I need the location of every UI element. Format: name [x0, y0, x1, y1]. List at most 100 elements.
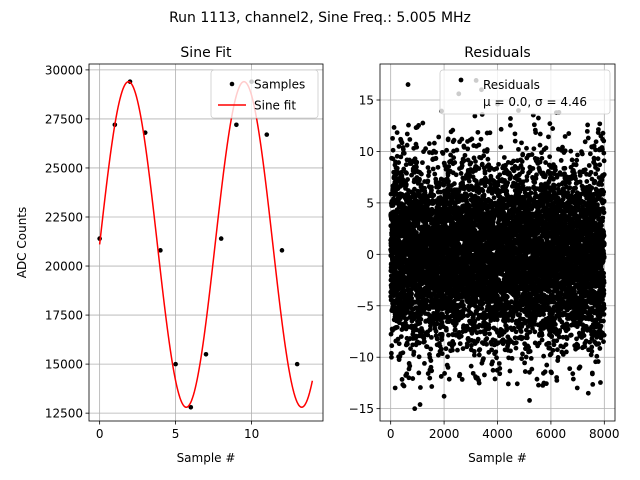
residual-point — [475, 129, 481, 135]
residual-point — [481, 153, 487, 159]
residual-point — [519, 356, 525, 362]
residual-point — [426, 169, 432, 175]
residual-point — [459, 299, 465, 304]
residual-point — [405, 341, 410, 347]
residual-point — [476, 380, 482, 386]
residual-point — [454, 147, 460, 153]
residual-point — [414, 164, 419, 170]
residual-point — [406, 122, 411, 128]
residual-point — [452, 327, 458, 333]
residual-point — [414, 144, 420, 150]
residual-point — [433, 328, 439, 334]
residual-point — [425, 371, 431, 376]
residual-point — [450, 347, 455, 353]
residual-point — [504, 294, 510, 300]
residual-point — [469, 136, 475, 142]
residual-point — [399, 140, 405, 146]
residual-point — [420, 120, 426, 126]
residual-point — [416, 370, 422, 376]
residual-point — [481, 192, 487, 198]
residual-point — [418, 316, 424, 322]
residual-point — [468, 363, 474, 369]
residual-point — [446, 376, 452, 382]
x-axis-label: Sample # — [177, 451, 236, 465]
residual-point — [399, 377, 405, 382]
residual-point — [464, 193, 470, 199]
residual-point — [462, 306, 468, 312]
residual-point — [416, 123, 422, 128]
residual-point — [438, 374, 444, 379]
residual-point — [467, 206, 473, 212]
residual-point — [401, 150, 407, 156]
plot-area — [388, 78, 607, 412]
residual-point — [495, 182, 501, 188]
residual-point — [513, 340, 519, 346]
residual-point — [431, 192, 437, 198]
residual-point — [388, 331, 394, 337]
residual-point — [418, 385, 423, 390]
residual-point — [456, 329, 462, 335]
residual-point — [440, 151, 446, 156]
residual-point — [446, 164, 452, 169]
plot-area — [97, 79, 314, 410]
residual-point — [497, 172, 503, 178]
residual-point — [482, 170, 488, 176]
residual-point — [394, 324, 400, 330]
residual-point — [484, 147, 490, 152]
sample-point — [158, 248, 163, 253]
residual-point — [417, 176, 422, 182]
residual-point — [425, 178, 431, 184]
residual-point — [445, 136, 451, 142]
residual-point — [416, 354, 422, 360]
residual-point — [505, 381, 511, 387]
residual-point — [461, 303, 466, 308]
residual-point — [414, 159, 420, 165]
residual-point — [400, 350, 406, 356]
residual-point — [494, 317, 500, 323]
residual-point — [491, 195, 497, 201]
residual-point — [391, 125, 397, 130]
residual-point — [466, 178, 472, 184]
residual-point — [434, 321, 440, 327]
residual-point — [404, 170, 409, 176]
residual-point — [398, 334, 404, 339]
sample-point — [203, 352, 209, 357]
residual-point — [508, 173, 513, 179]
residual-point — [407, 137, 413, 142]
residual-point — [453, 172, 459, 178]
residual-point — [477, 347, 483, 352]
residual-point — [512, 131, 518, 137]
residual-point — [476, 352, 482, 358]
residual-point — [445, 354, 450, 360]
residual-point — [514, 381, 520, 387]
residual-point — [513, 329, 519, 335]
residual-point — [484, 341, 489, 347]
residual-point — [508, 122, 513, 128]
residual-point — [439, 351, 445, 357]
residual-point — [489, 347, 495, 353]
residual-point — [462, 152, 468, 158]
residual-point — [479, 306, 485, 311]
residual-point — [417, 320, 423, 326]
residual-point — [458, 333, 464, 339]
residual-point — [404, 371, 410, 377]
residual-point — [513, 345, 519, 351]
y-tick-label: 12500 — [45, 407, 83, 421]
residual-point — [476, 166, 482, 171]
residual-point — [516, 146, 521, 152]
y-tick-label: 15000 — [45, 358, 83, 372]
residual-point — [452, 160, 458, 165]
residual-point — [508, 116, 513, 121]
residual-point — [434, 336, 440, 342]
legend-label-samples: Samples — [254, 78, 305, 92]
residual-point — [451, 137, 457, 143]
residual-point — [407, 363, 413, 369]
residual-point — [394, 165, 400, 171]
residual-point — [484, 336, 490, 341]
residual-point — [436, 205, 442, 211]
residual-point — [426, 141, 432, 147]
residual-point — [412, 223, 418, 229]
residual-point — [482, 372, 487, 378]
residual-point — [422, 361, 427, 366]
residual-point — [400, 147, 406, 152]
